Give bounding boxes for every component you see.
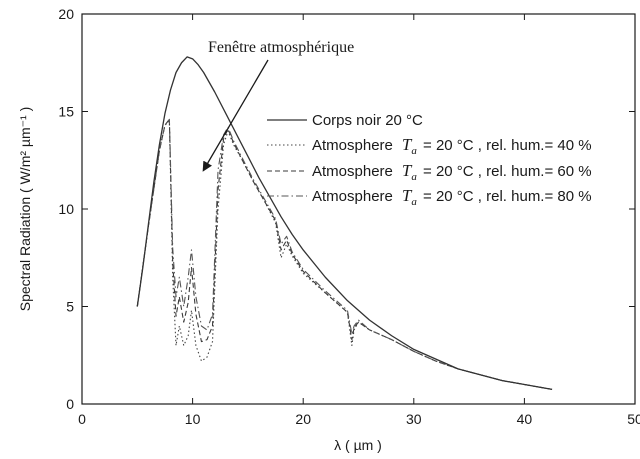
legend-var: T	[402, 186, 413, 205]
y-tick-label: 5	[66, 299, 74, 315]
plot-frame	[81, 13, 636, 405]
legend: Corps noir 20 °C Atmosphere Ta = 20 °C , re…	[267, 112, 592, 208]
y-tick-label: 0	[66, 396, 74, 412]
legend-main: Atmosphere	[312, 137, 393, 154]
x-tick-label: 40	[517, 411, 533, 427]
legend-label-3: Atmosphere Ta = 20 °C , rel. hum.= 80 %	[312, 186, 592, 208]
x-tick-label: 0	[78, 411, 86, 427]
legend-sub: a	[411, 196, 417, 208]
y-tick-label: 10	[58, 201, 74, 217]
legend-var: T	[402, 161, 413, 180]
series-line-2	[136, 118, 553, 390]
legend-label-2: Atmosphere Ta = 20 °C , rel. hum.= 60 %	[312, 161, 592, 183]
x-tick-label: 30	[406, 411, 422, 427]
y-tick-label: 15	[58, 104, 74, 120]
annotation-arrow	[202, 59, 269, 172]
series-layer	[136, 56, 553, 391]
series-line-1	[136, 120, 553, 390]
axis-ticks: 0 10 20 30 40 50 0 5 10 15 20	[58, 6, 640, 427]
y-axis-label: Spectral Radiation ( W/m² µm⁻¹ )	[17, 107, 33, 312]
legend-main: Atmosphere	[312, 188, 393, 205]
legend-var: T	[402, 135, 413, 154]
x-tick-label: 10	[185, 411, 201, 427]
legend-tail: 20 °C	[385, 112, 423, 129]
annotation: Fenêtre atmosphérique	[202, 39, 354, 172]
x-tick-label: 20	[295, 411, 311, 427]
y-tick-label: 20	[58, 6, 74, 22]
series-line-3	[136, 118, 553, 390]
x-tick-label: 50	[627, 411, 640, 427]
legend-label-0: Corps noir 20 °C	[312, 112, 423, 129]
legend-tail: = 20 °C , rel. hum.= 60 %	[419, 163, 592, 180]
legend-main: Corps noir	[312, 112, 381, 129]
legend-main: Atmosphere	[312, 163, 393, 180]
annotation-text: Fenêtre atmosphérique	[208, 39, 354, 56]
legend-sub: a	[411, 145, 417, 157]
legend-label-1: Atmosphere Ta = 20 °C , rel. hum.= 40 %	[312, 135, 592, 157]
legend-tail: = 20 °C , rel. hum.= 80 %	[419, 188, 592, 205]
legend-sub: a	[411, 171, 417, 183]
x-axis-label: λ ( µm )	[334, 437, 382, 453]
series-line-0	[136, 56, 553, 391]
legend-tail: = 20 °C , rel. hum.= 40 %	[419, 137, 592, 154]
